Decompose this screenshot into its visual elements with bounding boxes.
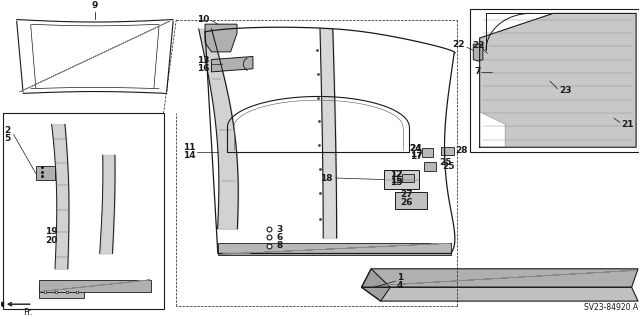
- Text: 20: 20: [45, 236, 58, 245]
- Text: 9: 9: [92, 1, 98, 10]
- Polygon shape: [424, 162, 436, 171]
- Polygon shape: [362, 287, 638, 301]
- Text: 1: 1: [397, 273, 403, 282]
- Text: 11: 11: [182, 143, 195, 152]
- Bar: [3, 113, 164, 309]
- Polygon shape: [39, 279, 151, 292]
- Text: 24: 24: [410, 144, 422, 153]
- Text: 15: 15: [390, 178, 403, 187]
- Text: 22: 22: [472, 41, 484, 50]
- Text: 18: 18: [320, 174, 333, 182]
- Polygon shape: [362, 269, 638, 287]
- Text: 17: 17: [410, 151, 422, 160]
- Text: 14: 14: [182, 151, 195, 160]
- Polygon shape: [473, 44, 483, 61]
- Polygon shape: [0, 302, 4, 307]
- Polygon shape: [403, 174, 414, 182]
- Polygon shape: [218, 243, 451, 255]
- Text: 28: 28: [456, 146, 468, 155]
- Text: 5: 5: [4, 134, 10, 143]
- Text: 10: 10: [197, 15, 210, 24]
- Text: 24: 24: [410, 144, 422, 153]
- Text: 19: 19: [45, 227, 58, 236]
- Text: 22: 22: [452, 40, 465, 49]
- Text: 25: 25: [443, 162, 455, 171]
- Polygon shape: [362, 269, 390, 301]
- Polygon shape: [39, 286, 84, 298]
- Text: 21: 21: [621, 120, 634, 129]
- Text: 15: 15: [390, 176, 403, 185]
- Text: 8: 8: [276, 241, 283, 250]
- Polygon shape: [205, 24, 237, 52]
- Text: 6: 6: [276, 233, 283, 242]
- Polygon shape: [479, 112, 505, 147]
- Text: SV23-84920 A: SV23-84920 A: [584, 303, 638, 313]
- Text: 23: 23: [559, 86, 572, 95]
- Polygon shape: [36, 166, 55, 180]
- Text: 17: 17: [410, 152, 422, 161]
- Text: Fr.: Fr.: [23, 308, 33, 317]
- Polygon shape: [422, 148, 433, 157]
- Text: 26: 26: [400, 198, 412, 207]
- Text: 7: 7: [474, 67, 481, 76]
- Polygon shape: [396, 192, 428, 209]
- Text: 3: 3: [276, 225, 283, 234]
- Text: 12: 12: [390, 170, 403, 180]
- Text: 12: 12: [390, 170, 403, 179]
- Text: 25: 25: [440, 159, 452, 167]
- Polygon shape: [442, 147, 454, 155]
- Text: 2: 2: [4, 126, 10, 135]
- Text: 27: 27: [400, 190, 412, 199]
- Polygon shape: [479, 13, 636, 147]
- Text: 13: 13: [197, 56, 210, 65]
- Text: 16: 16: [197, 64, 210, 73]
- Text: 4: 4: [397, 281, 403, 290]
- Polygon shape: [211, 56, 253, 72]
- Bar: [470, 9, 639, 152]
- Polygon shape: [384, 170, 419, 189]
